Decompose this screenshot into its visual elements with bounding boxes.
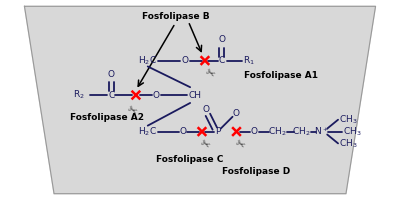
Text: N$^+$: N$^+$	[314, 126, 329, 137]
Text: O: O	[251, 127, 258, 136]
Text: Fosfolipase D: Fosfolipase D	[222, 166, 290, 176]
Text: Fosfolipase A2: Fosfolipase A2	[70, 113, 144, 122]
Text: Fosfolipase C: Fosfolipase C	[156, 155, 223, 164]
Text: H$_2$C: H$_2$C	[138, 125, 157, 138]
Text: ✂: ✂	[203, 68, 216, 81]
Text: CH$_3$: CH$_3$	[339, 137, 357, 150]
Text: O: O	[152, 91, 159, 100]
Text: ✂: ✂	[124, 104, 138, 118]
Polygon shape	[24, 6, 376, 194]
Text: CH$_2$: CH$_2$	[292, 125, 311, 138]
Text: ✂: ✂	[233, 139, 246, 152]
Text: R$_2$: R$_2$	[73, 89, 85, 101]
Text: Fosfolipase A1: Fosfolipase A1	[244, 71, 318, 80]
Text: O: O	[108, 70, 115, 79]
Text: H$_2$C: H$_2$C	[138, 54, 157, 67]
Text: R$_1$: R$_1$	[243, 54, 255, 67]
Text: O: O	[202, 105, 210, 114]
Text: O: O	[218, 35, 225, 44]
Text: CH$_2$: CH$_2$	[268, 125, 286, 138]
Text: ✂: ✂	[197, 139, 210, 152]
Text: O: O	[180, 127, 187, 136]
Text: C: C	[218, 56, 225, 65]
Text: CH$_3$: CH$_3$	[342, 125, 361, 138]
Text: P: P	[215, 127, 220, 136]
Text: O: O	[182, 56, 189, 65]
Text: O: O	[233, 109, 240, 118]
Text: Fosfolipase B: Fosfolipase B	[142, 12, 209, 21]
Text: CH$_3$: CH$_3$	[339, 113, 357, 126]
Text: C: C	[108, 91, 114, 100]
Text: CH: CH	[188, 91, 202, 100]
